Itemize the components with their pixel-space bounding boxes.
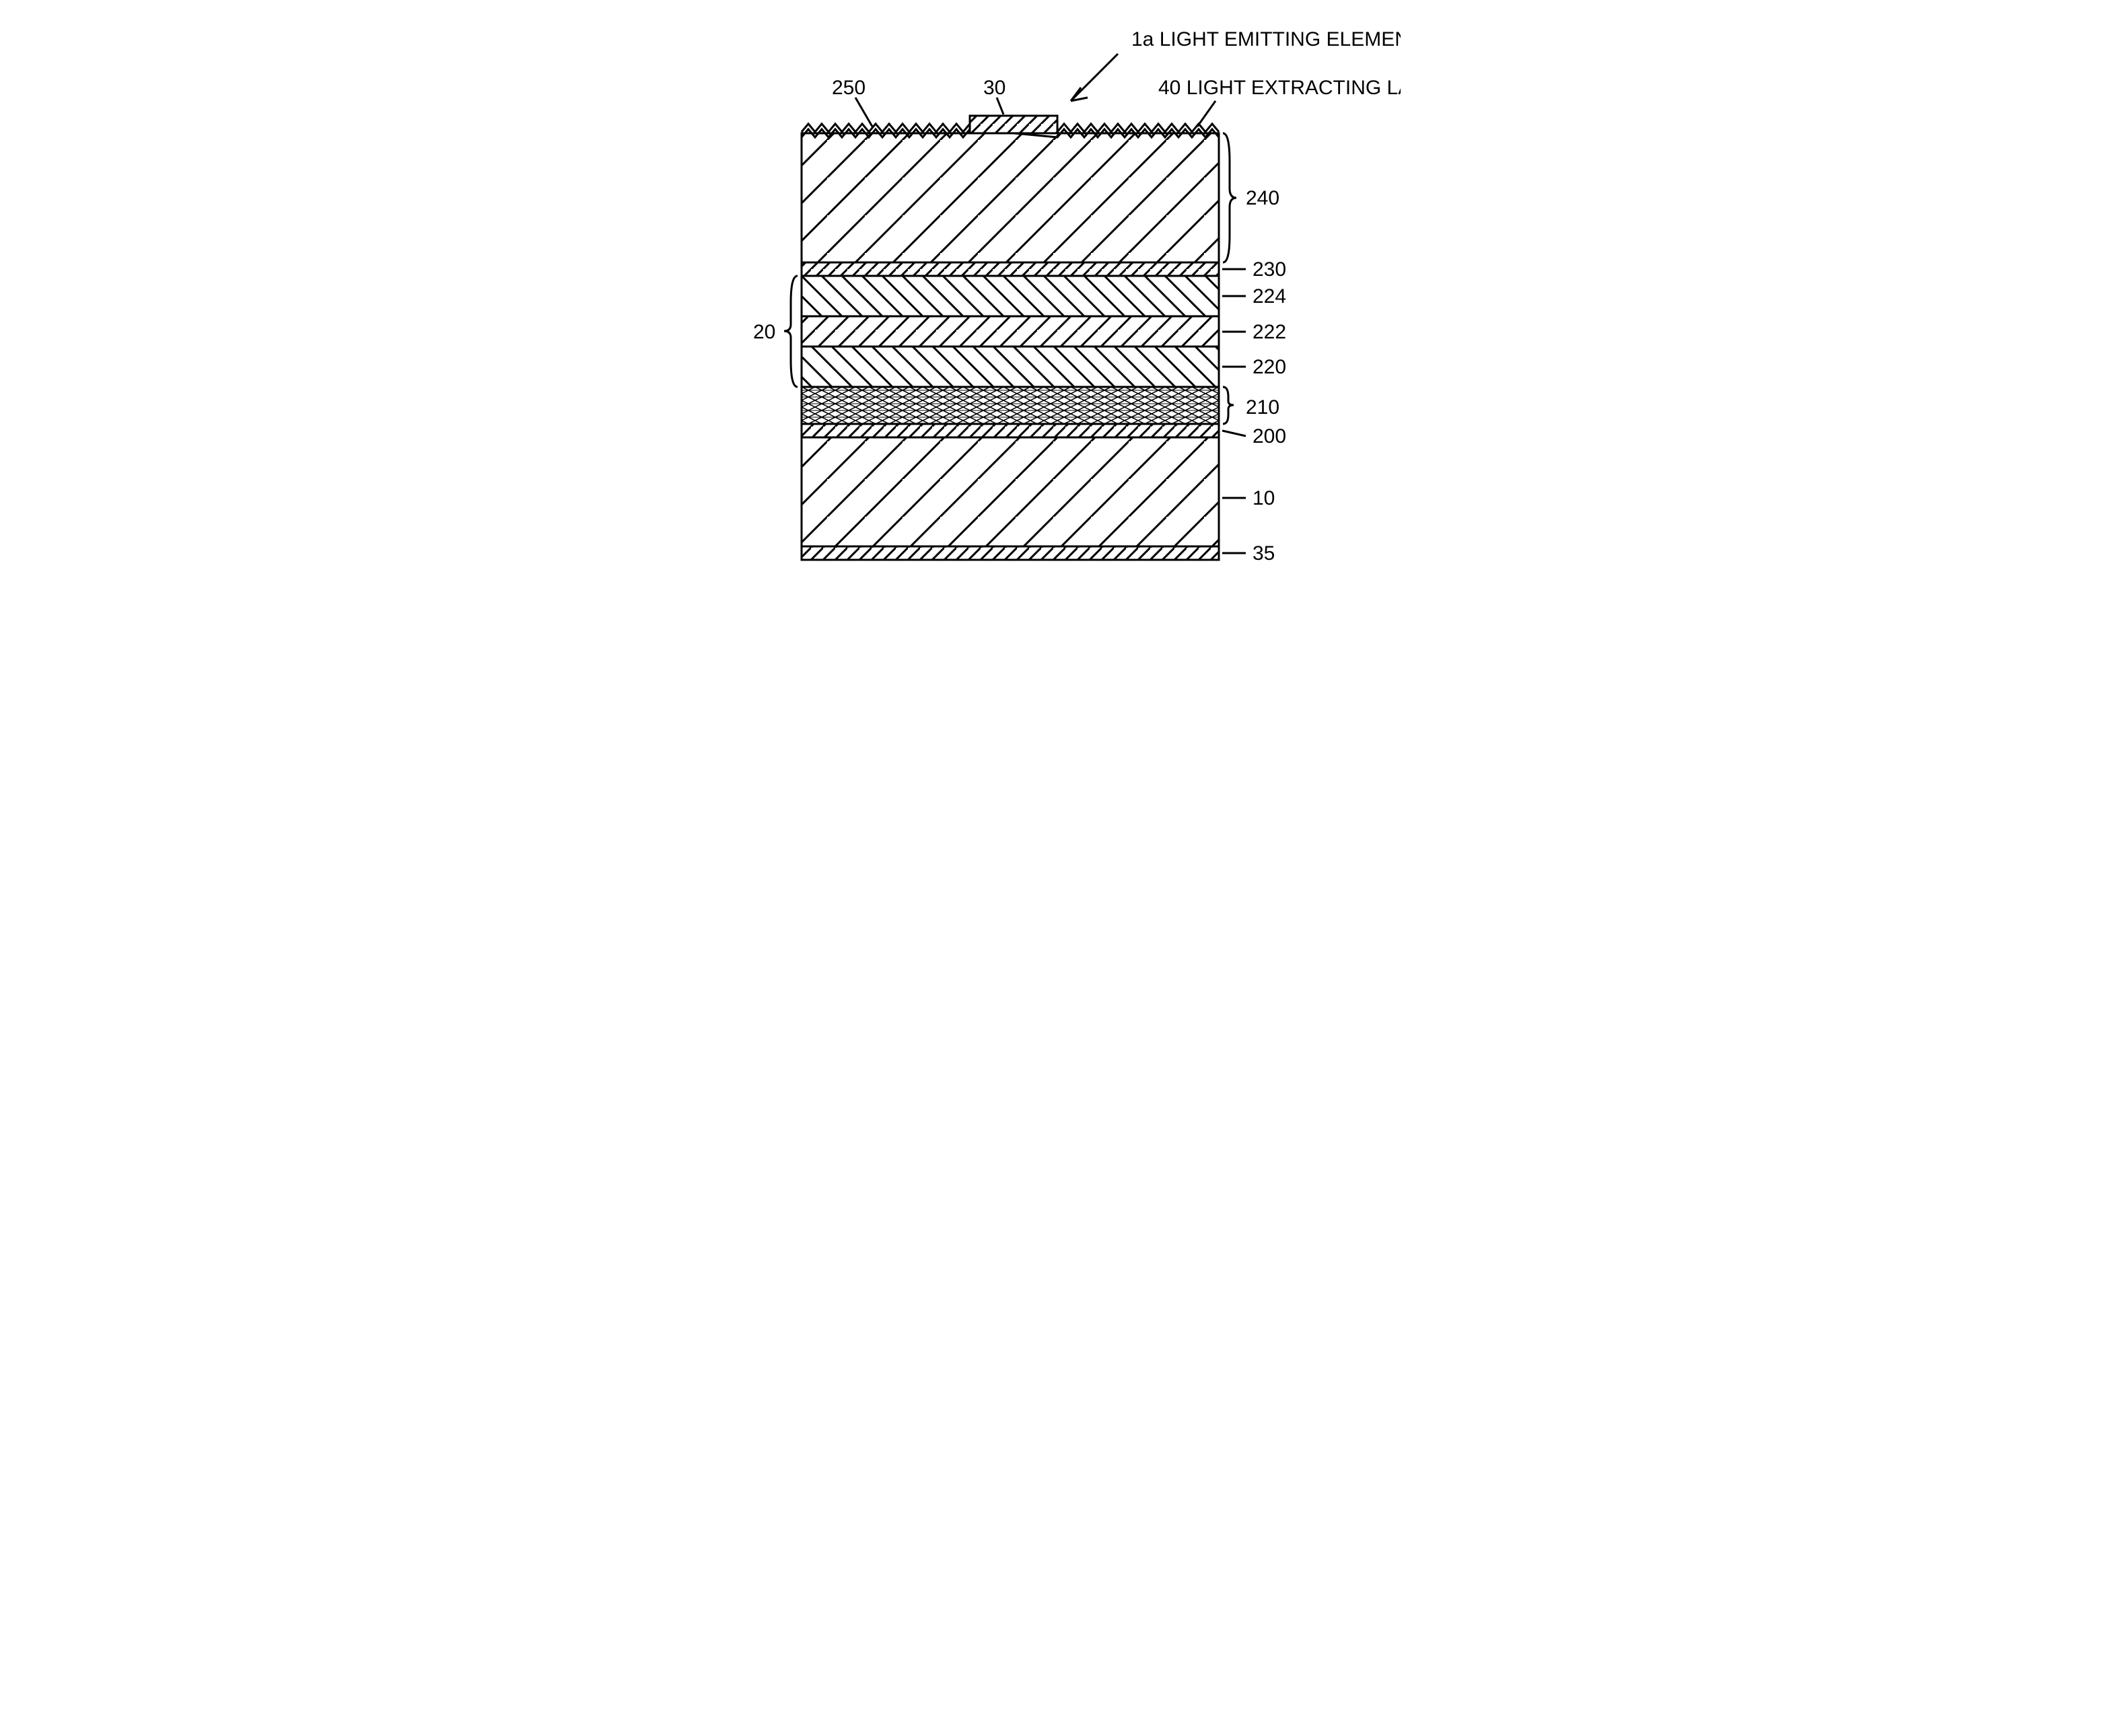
label-224: 224 [1253,285,1286,308]
electrode-30 [970,116,1057,133]
layer-230 [802,262,1219,276]
title-label: 1a LIGHT EMITTING ELEMENT [1131,28,1401,50]
label-40: 40 LIGHT EXTRACTING LAYER [1158,77,1401,99]
leader-200 [1222,431,1246,436]
layer-240 [802,133,1219,262]
label-240: 240 [1246,187,1279,209]
layer-210 [802,387,1219,424]
brace-240 [1223,133,1236,262]
brace-20 [784,276,798,387]
label-35: 35 [1253,542,1275,565]
leader-250 [855,98,872,126]
layer-35 [802,546,1219,560]
layer-220 [802,347,1219,387]
brace-210 [1223,387,1234,424]
layer-10 [802,437,1219,546]
label-230: 230 [1253,258,1286,281]
layer-200 [802,424,1219,437]
layer-222 [802,316,1219,347]
leader-30 [997,98,1003,114]
label-20: 20 [753,321,775,343]
label-222: 222 [1253,321,1286,343]
label-250: 250 [832,77,866,99]
diagram-container: 1a LIGHT EMITTING ELEMENT 250 30 40 LIGH… [714,27,1401,592]
layer-diagram: 1a LIGHT EMITTING ELEMENT 250 30 40 LIGH… [714,27,1401,592]
label-200: 200 [1253,425,1286,447]
layer-224 [802,276,1219,316]
label-220: 220 [1253,356,1286,378]
leader-40 [1197,101,1215,126]
title-arrow [1071,54,1118,101]
label-210: 210 [1246,396,1279,419]
label-10: 10 [1253,487,1275,509]
label-30: 30 [983,77,1006,99]
